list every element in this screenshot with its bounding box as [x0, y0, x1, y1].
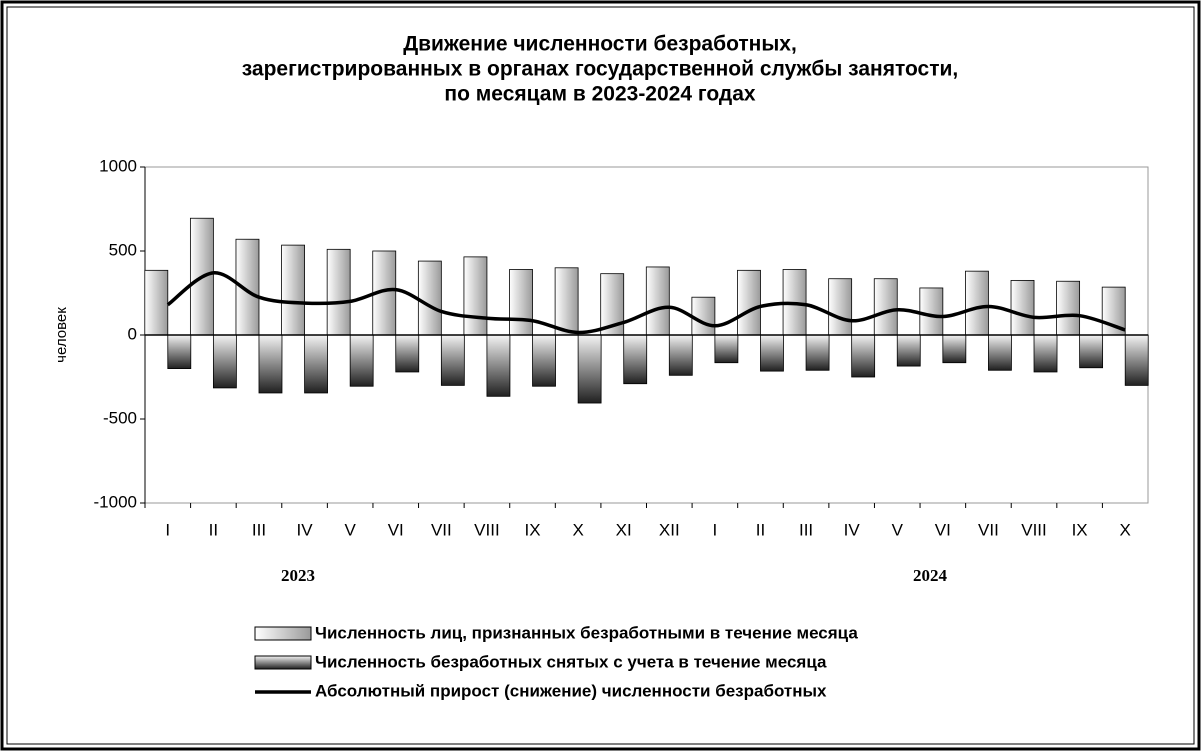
bar — [554, 267, 579, 336]
bar — [1056, 280, 1081, 336]
bar — [645, 266, 670, 336]
legend-swatch — [254, 655, 312, 670]
x-tick-label: VIII — [474, 520, 500, 539]
x-tick-label: VII — [978, 520, 999, 539]
bar — [873, 278, 898, 336]
bar — [577, 334, 602, 404]
y-axis-label: человек — [53, 307, 70, 363]
y-tick-label: 1000 — [99, 156, 137, 175]
legend-label: Абсолютный прирост (снижение) численност… — [315, 681, 827, 700]
x-tick-label: VI — [388, 520, 404, 539]
x-tick-label: VIII — [1021, 520, 1047, 539]
bar — [714, 334, 739, 364]
bar — [896, 334, 921, 367]
x-tick-label: V — [344, 520, 356, 539]
bar — [965, 270, 989, 336]
bar — [463, 256, 488, 336]
x-tick-label: IV — [844, 520, 861, 539]
x-tick-label: II — [756, 520, 765, 539]
bar — [440, 334, 465, 386]
year-label: 2023 — [281, 566, 315, 585]
x-tick-label: I — [713, 520, 718, 539]
x-tick-label: X — [1120, 520, 1131, 539]
bar — [828, 278, 853, 336]
bar — [1033, 334, 1058, 373]
chart-title: Движение численности безработных, — [403, 33, 797, 56]
x-tick-label: IX — [1072, 520, 1088, 539]
y-tick-label: -500 — [103, 408, 137, 427]
legend-label: Численность безработных снятых с учета в… — [315, 652, 827, 671]
bar — [509, 269, 533, 336]
y-tick-label: -1000 — [94, 492, 137, 511]
bar — [281, 244, 305, 336]
x-tick-label: X — [572, 520, 583, 539]
bar — [532, 334, 556, 387]
chart-title: зарегистрированных в органах государстве… — [242, 58, 958, 81]
x-tick-label: III — [252, 520, 266, 539]
year-label: 2024 — [913, 566, 948, 585]
bar — [326, 248, 351, 336]
x-tick-label: II — [209, 520, 218, 539]
bar — [942, 334, 967, 364]
x-tick-label: I — [165, 520, 170, 539]
line — [166, 271, 1126, 335]
y-tick-label: 500 — [109, 240, 137, 259]
x-tick-label: XII — [659, 520, 680, 539]
bar — [1010, 279, 1035, 336]
bar — [349, 334, 374, 387]
chart-title: по месяцам в 2023-2024 годах — [444, 83, 755, 106]
bar — [417, 260, 442, 336]
bar — [486, 334, 511, 397]
bar — [258, 334, 283, 394]
bar — [668, 334, 693, 376]
bar — [167, 334, 192, 369]
bar — [623, 334, 648, 385]
bar — [760, 334, 784, 372]
x-tick-label: VII — [431, 520, 452, 539]
bar — [144, 269, 169, 336]
bar — [851, 334, 876, 378]
bar — [988, 334, 1012, 371]
x-tick-label: III — [799, 520, 813, 539]
x-tick-label: IV — [297, 520, 314, 539]
x-tick-label: IX — [524, 520, 540, 539]
bar — [691, 296, 716, 336]
x-tick-label: VI — [935, 520, 951, 539]
bar — [1079, 334, 1104, 369]
y-tick-label: 0 — [128, 324, 137, 343]
legend-swatch — [254, 626, 312, 641]
bar — [304, 334, 328, 394]
x-tick-label: XI — [616, 520, 632, 539]
bar — [805, 334, 830, 371]
bar — [395, 334, 420, 373]
bar — [212, 334, 237, 389]
x-tick-label: V — [892, 520, 904, 539]
bar — [919, 287, 944, 336]
bar — [737, 269, 761, 336]
frame — [6, 6, 1195, 745]
bar — [1124, 334, 1149, 386]
legend-label: Численность лиц, признанных безработными… — [315, 623, 858, 642]
